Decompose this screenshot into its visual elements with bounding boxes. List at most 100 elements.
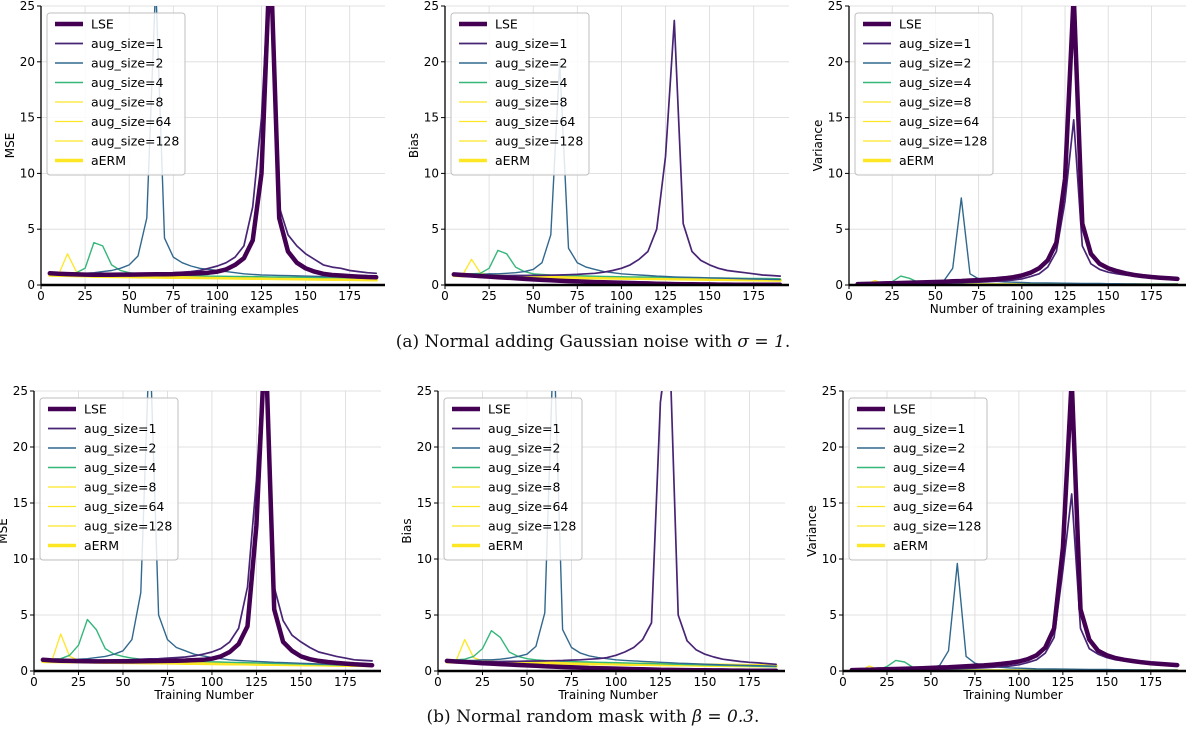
legend-label-aerm: aERM bbox=[899, 153, 934, 168]
series-line-aug-size-2 bbox=[856, 197, 1179, 285]
legend-label-lse: LSE bbox=[488, 402, 511, 417]
x-tick-label: 150 bbox=[693, 675, 716, 689]
x-tick-label: 125 bbox=[250, 289, 273, 303]
caption-b-math: β = 0.3 bbox=[692, 707, 755, 727]
caption-b-prefix: (b) Normal random mask with bbox=[426, 707, 693, 727]
caption-a: (a) Normal adding Gaussian noise with σ … bbox=[0, 332, 1186, 352]
chart-panel-3: 0 25 50 75 100 125 150 175 0 5 10 15 20 25 Number of t… bbox=[811, 0, 1186, 316]
legend-label-aug-size-4: aug_size=4 bbox=[488, 460, 560, 475]
x-tick-label: 175 bbox=[338, 289, 361, 303]
y-tick-label: 20 bbox=[828, 55, 843, 69]
y-axis-label: Bias bbox=[407, 133, 421, 158]
chart-panel-1: 0 25 50 75 100 125 150 175 0 5 10 15 20 25 Number of t… bbox=[3, 0, 385, 316]
x-tick-label: 0 bbox=[839, 675, 847, 689]
legend-box bbox=[450, 12, 590, 176]
y-axis-label: MSE bbox=[0, 518, 10, 544]
y-axis-label: Bias bbox=[400, 518, 414, 543]
y-tick-label: 0 bbox=[431, 278, 439, 292]
x-tick-label: 125 bbox=[649, 675, 672, 689]
legend-label-aug-size-4: aug_size=4 bbox=[893, 460, 965, 475]
series-group bbox=[40, 391, 375, 668]
legend-label-aug-size-2: aug_size=2 bbox=[495, 56, 567, 71]
y-tick-label: 15 bbox=[424, 111, 439, 125]
x-tick-label: 0 bbox=[37, 289, 45, 303]
series-line-aug-size-1 bbox=[446, 391, 777, 666]
legend: LSE aug_size=1 aug_size=2 aug_size=4 aug_siz… bbox=[848, 397, 988, 561]
legend-label-aug-size-8: aug_size=8 bbox=[899, 95, 971, 110]
legend: LSE aug_size=1 aug_size=2 aug_size=4 aug_siz… bbox=[854, 12, 994, 176]
legend-box bbox=[46, 12, 186, 176]
y-tick-label: 20 bbox=[13, 440, 28, 454]
legend-label-aug-size-1: aug_size=1 bbox=[91, 36, 163, 51]
caption-b-suffix: . bbox=[754, 707, 760, 727]
x-tick-label: 125 bbox=[1054, 289, 1077, 303]
legend-label-aug-size-2: aug_size=2 bbox=[899, 56, 971, 71]
caption-a-prefix: (a) Normal adding Gaussian noise with bbox=[395, 332, 738, 352]
legend-label-lse: LSE bbox=[495, 17, 518, 32]
x-tick-label: 150 bbox=[1097, 289, 1120, 303]
x-axis-label: Number of training examples bbox=[930, 302, 1106, 316]
y-tick-label: 5 bbox=[835, 222, 843, 236]
x-tick-label: 75 bbox=[166, 289, 181, 303]
y-tick-label: 0 bbox=[424, 664, 432, 678]
series-line-aug-size-4 bbox=[49, 241, 377, 279]
legend-label-aug-size-64: aug_size=64 bbox=[91, 114, 171, 129]
caption-a-suffix: . bbox=[784, 332, 791, 352]
legend-label-aug-size-64: aug_size=64 bbox=[488, 499, 568, 514]
legend-label-aug-size-2: aug_size=2 bbox=[84, 441, 156, 456]
y-tick-label: 5 bbox=[20, 608, 28, 622]
legend-label-aug-size-128: aug_size=128 bbox=[899, 134, 987, 149]
y-tick-label: 5 bbox=[424, 608, 432, 622]
series-line-lse bbox=[855, 6, 1180, 285]
x-tick-label: 75 bbox=[160, 675, 175, 689]
legend-label-aug-size-64: aug_size=64 bbox=[893, 499, 973, 514]
series-line-lse bbox=[40, 391, 375, 668]
legend-box bbox=[848, 397, 988, 561]
legend-label-aug-size-64: aug_size=64 bbox=[495, 114, 575, 129]
legend: LSE aug_size=1 aug_size=2 aug_size=4 aug_siz… bbox=[450, 12, 590, 176]
x-tick-label: 0 bbox=[434, 675, 442, 689]
legend-label-aug-size-1: aug_size=1 bbox=[893, 421, 965, 436]
y-tick-label: 15 bbox=[13, 496, 28, 510]
legend-label-aug-size-128: aug_size=128 bbox=[495, 134, 583, 149]
y-tick-label: 15 bbox=[20, 111, 35, 125]
legend-label-aug-size-8: aug_size=8 bbox=[893, 480, 965, 495]
legend-label-aug-size-4: aug_size=4 bbox=[91, 75, 163, 90]
series-line-lse bbox=[47, 6, 379, 280]
legend-label-aug-size-4: aug_size=4 bbox=[899, 75, 971, 90]
x-tick-label: 50 bbox=[519, 675, 534, 689]
legend-label-aug-size-128: aug_size=128 bbox=[84, 519, 172, 534]
legend-label-aug-size-64: aug_size=64 bbox=[899, 114, 979, 129]
x-tick-label: 175 bbox=[334, 675, 357, 689]
legend: LSE aug_size=1 aug_size=2 aug_size=4 aug_siz… bbox=[39, 397, 179, 561]
y-tick-label: 25 bbox=[417, 384, 432, 398]
legend-label-aerm: aERM bbox=[495, 153, 530, 168]
x-tick-label: 50 bbox=[122, 289, 137, 303]
legend-label-aerm: aERM bbox=[893, 538, 928, 553]
legend-label-aug-size-1: aug_size=1 bbox=[488, 421, 560, 436]
y-tick-label: 15 bbox=[822, 496, 837, 510]
legend-label-aug-size-2: aug_size=2 bbox=[893, 441, 965, 456]
legend-label-aerm: aERM bbox=[488, 538, 523, 553]
x-tick-label: 0 bbox=[30, 675, 38, 689]
x-tick-label: 150 bbox=[1095, 675, 1118, 689]
legend-label-lse: LSE bbox=[899, 17, 922, 32]
x-tick-label: 175 bbox=[742, 289, 765, 303]
legend-box bbox=[854, 12, 994, 176]
series-line-aug-size-2 bbox=[851, 562, 1178, 671]
legend-label-aug-size-128: aug_size=128 bbox=[91, 134, 179, 149]
x-tick-label: 150 bbox=[698, 289, 721, 303]
x-tick-label: 50 bbox=[923, 675, 938, 689]
y-tick-label: 25 bbox=[424, 0, 439, 13]
x-tick-label: 25 bbox=[481, 289, 496, 303]
x-tick-label: 125 bbox=[245, 675, 268, 689]
x-tick-label: 100 bbox=[610, 289, 633, 303]
series-line-aug-size-2 bbox=[453, 61, 781, 281]
y-tick-label: 25 bbox=[13, 384, 28, 398]
y-tick-label: 5 bbox=[431, 222, 439, 236]
chart-panel-2: 0 25 50 75 100 125 150 175 0 5 10 15 20 25 Number of t… bbox=[407, 0, 789, 316]
x-axis-label: Training Number bbox=[962, 688, 1062, 702]
x-tick-label: 150 bbox=[289, 675, 312, 689]
x-tick-label: 75 bbox=[967, 675, 982, 689]
series-group bbox=[47, 6, 379, 282]
